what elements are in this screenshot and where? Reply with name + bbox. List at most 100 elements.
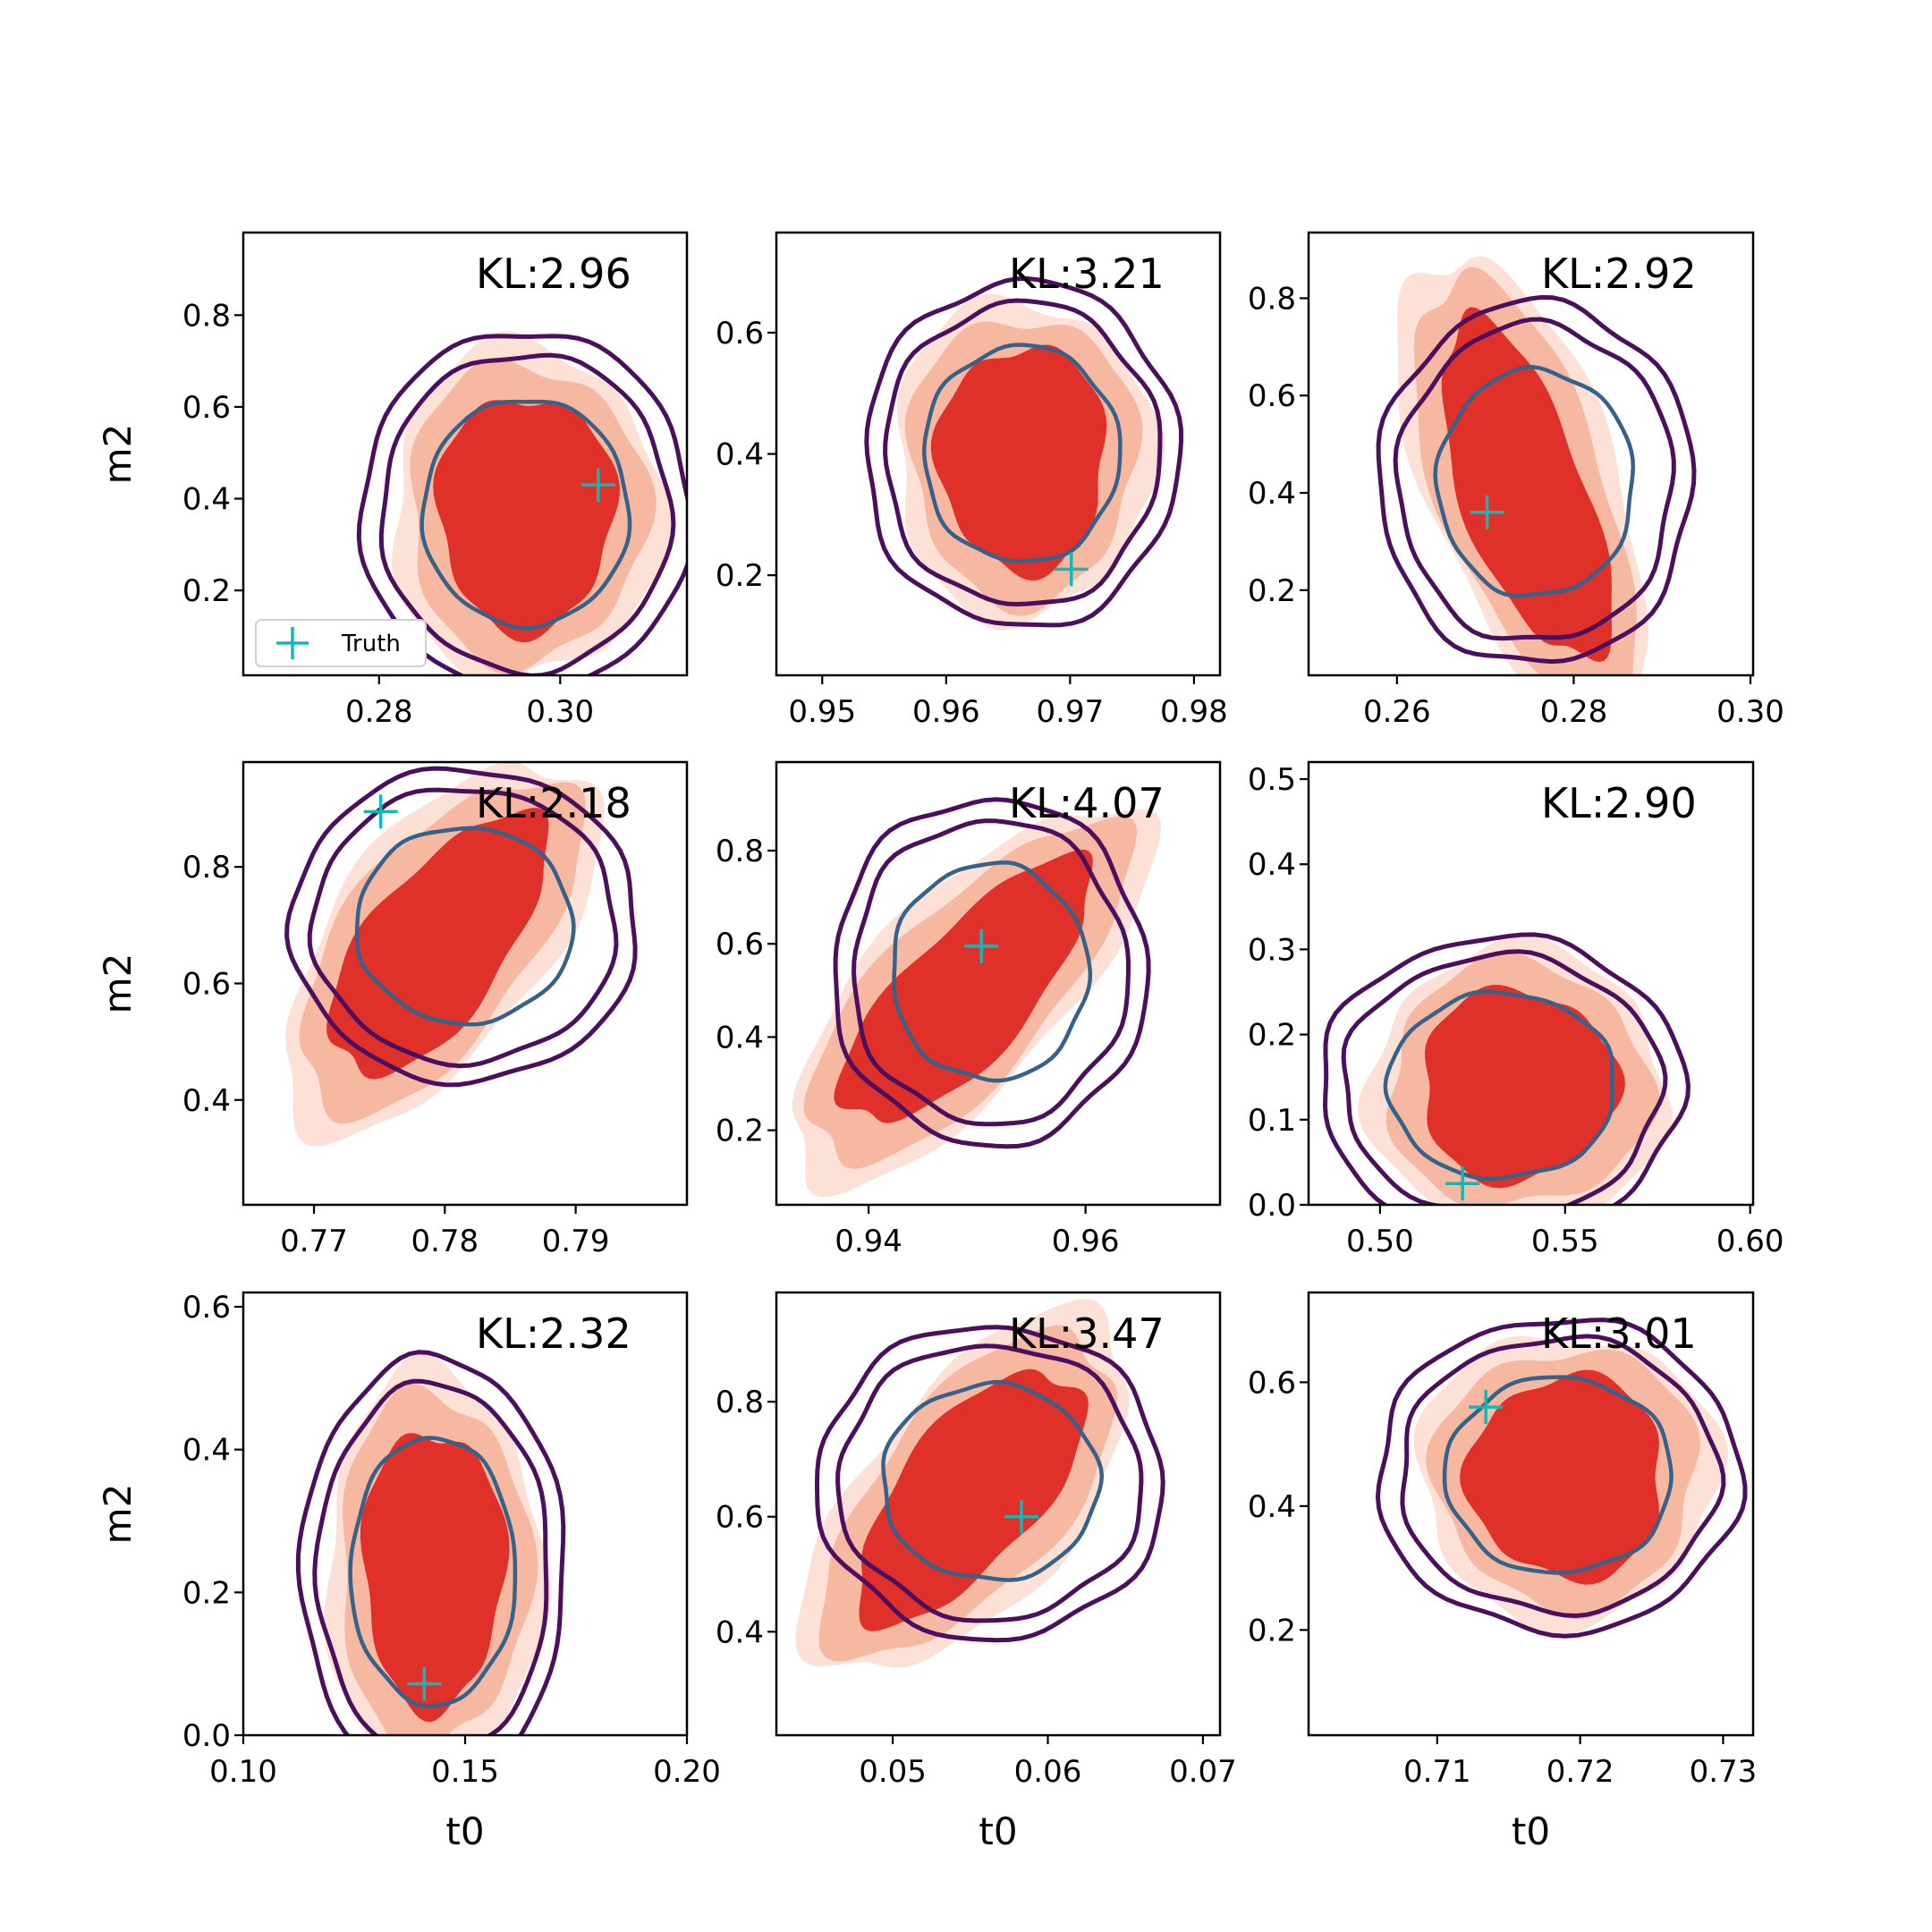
y-tick-label: 0.2	[716, 558, 764, 594]
contour-middle	[851, 818, 1131, 1127]
legend: Truth	[255, 619, 427, 667]
plot-area	[356, 331, 687, 675]
contour-outer	[864, 275, 1184, 628]
y-tick-label: 0.2	[1248, 1018, 1296, 1054]
contour-outer	[1376, 294, 1697, 665]
x-axis-label: t0	[445, 1809, 484, 1853]
y-tick-label: 0.3	[1248, 932, 1296, 968]
y-tick-label: 0.6	[182, 967, 231, 1003]
contour-middle	[1341, 949, 1668, 1205]
kl-annotation: KL:3.01	[1541, 1309, 1697, 1358]
subplot-6: 0.50 0.55 0.60 0.0 0.1 0.2 0.3 0.4 0.5 KL:2.90	[1248, 760, 1784, 1259]
kl-annotation: KL:4.07	[1009, 779, 1165, 827]
x-tick-label: 0.30	[526, 694, 594, 730]
kl-annotation: KL:2.96	[476, 250, 631, 298]
plot-area	[1375, 1318, 1748, 1639]
y-tick-label: 0.4	[182, 1433, 231, 1469]
y-tick-label: 0.6	[1248, 378, 1296, 414]
y-tick-label: 0.6	[182, 1290, 231, 1326]
contour-middle	[307, 787, 619, 1069]
x-tick-label: 0.72	[1546, 1754, 1614, 1790]
x-tick-label: 0.26	[1363, 694, 1431, 730]
subplot-8: 0.05 0.06 0.07 0.4 0.6 0.8 KL:3.47 t0	[716, 1291, 1237, 1853]
density-core	[834, 849, 1093, 1123]
x-tick-label: 0.20	[653, 1754, 721, 1790]
y-tick-label: 0.6	[716, 1500, 764, 1536]
contour-outer	[1375, 1318, 1748, 1639]
kl-annotation: KL:2.18	[476, 779, 631, 827]
kl-annotation: KL:2.90	[1541, 779, 1697, 827]
subplot-3: 0.26 0.28 0.30 0.2 0.4 0.6 0.8 KL:2.92	[1248, 231, 1784, 730]
contour-outer	[1322, 932, 1691, 1205]
density-core	[433, 400, 620, 643]
y-tick-label: 0.1	[1248, 1103, 1296, 1139]
axes-frame	[1307, 760, 1755, 1207]
y-tick-label: 0.4	[716, 437, 764, 473]
y-tick-label: 0.6	[716, 316, 764, 352]
x-tick-label: 0.77	[280, 1224, 348, 1259]
truth-marker	[363, 794, 398, 829]
truth-marker	[580, 468, 615, 503]
y-tick-label: 0.8	[1248, 281, 1296, 317]
y-tick-label: 0.4	[716, 1614, 764, 1650]
contour-outer	[833, 797, 1151, 1149]
density-core	[1441, 307, 1612, 663]
plot-area	[864, 275, 1184, 631]
subplot-1: 0.28 0.30 0.2 0.4 0.6 0.8 KL:2.96 m2 Truth	[96, 231, 689, 730]
y-tick-label: 0.0	[182, 1718, 231, 1754]
density-core	[859, 1368, 1089, 1631]
contour-middle	[1400, 1334, 1726, 1619]
truth-marker	[407, 1666, 442, 1701]
contour-outer	[295, 1350, 566, 1735]
x-tick-label: 0.06	[1014, 1754, 1082, 1790]
y-tick-label: 0.2	[182, 573, 231, 609]
y-tick-label: 0.4	[1248, 1489, 1296, 1525]
subplot-5: 0.94 0.96 0.2 0.4 0.6 0.8 KL:4.07	[716, 760, 1222, 1259]
y-tick-label: 0.2	[1248, 573, 1296, 609]
y-tick-label: 0.4	[716, 1020, 764, 1055]
contour-middle	[1393, 317, 1676, 641]
y-tick-label: 0.8	[716, 834, 764, 869]
subplot-7: 0.10 0.15 0.20 0.0 0.2 0.4 0.6 KL:2.32 m2 t0	[96, 1290, 721, 1853]
x-tick-label: 0.71	[1403, 1754, 1471, 1790]
x-tick-label: 0.55	[1531, 1224, 1599, 1259]
x-tick-label: 0.05	[859, 1754, 927, 1790]
contour-inner	[419, 399, 632, 631]
contour-inner	[354, 826, 576, 1027]
subplot-2: 0.95 0.96 0.97 0.98 0.2 0.4 0.6 KL:3.21	[716, 231, 1228, 730]
kl-annotation: KL:3.21	[1009, 250, 1165, 298]
truth-marker	[964, 928, 999, 963]
y-tick-label: 0.2	[1248, 1613, 1296, 1648]
plot-area	[295, 1350, 566, 1735]
contour-middle	[835, 1343, 1144, 1623]
y-axis-label: m2	[96, 424, 140, 485]
x-tick-label: 0.95	[788, 694, 856, 730]
y-tick-label: 0.2	[716, 1114, 764, 1149]
kl-annotation: KL:3.47	[1009, 1309, 1165, 1358]
contour-middle	[378, 352, 676, 675]
x-tick-label: 0.98	[1160, 694, 1228, 730]
x-axis-label: t0	[979, 1809, 1017, 1853]
plot-area	[1322, 932, 1691, 1205]
y-tick-label: 0.8	[182, 298, 231, 334]
axes-frame	[775, 1291, 1222, 1737]
y-tick-label: 0.4	[1248, 847, 1296, 883]
contour-inner	[1383, 989, 1614, 1182]
y-tick-label: 0.4	[1248, 476, 1296, 512]
contour-outer	[356, 334, 687, 675]
truth-marker	[1004, 1499, 1039, 1534]
x-tick-label: 0.60	[1716, 1224, 1784, 1259]
x-axis-label: t0	[1512, 1809, 1550, 1853]
y-tick-label: 0.2	[182, 1575, 231, 1611]
density-core	[1460, 1369, 1659, 1585]
x-tick-label: 0.28	[1540, 694, 1608, 730]
density-core	[326, 808, 549, 1080]
kl-annotation: KL:2.32	[476, 1309, 631, 1358]
plot-area	[284, 762, 638, 1147]
kl-annotation: KL:2.92	[1541, 250, 1697, 298]
x-tick-label: 0.96	[1052, 1224, 1120, 1259]
plot-area	[1376, 256, 1697, 675]
truth-marker	[1445, 1166, 1480, 1201]
y-tick-label: 0.8	[182, 850, 231, 886]
